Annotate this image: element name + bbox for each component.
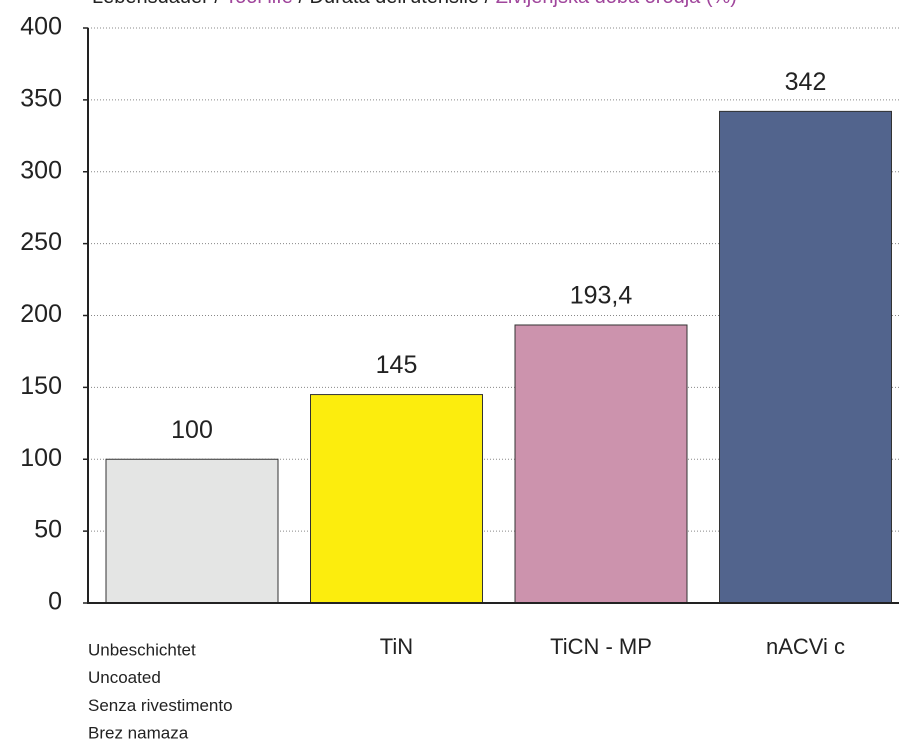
title-part: Življenjska doba orodja (%) <box>496 0 737 8</box>
y-tick-label: 0 <box>48 588 62 616</box>
title-part: / Durata dell'utensile / <box>293 0 496 8</box>
y-tick-label: 50 <box>34 516 62 544</box>
bar <box>514 324 688 604</box>
value-label: 193,4 <box>570 282 633 310</box>
y-tick-label: 350 <box>20 84 62 112</box>
y-tick-label: 300 <box>20 156 62 184</box>
bar <box>105 458 279 604</box>
x-tick-label: Unbeschichtet <box>88 640 196 659</box>
title-part: Lebensdauer / <box>92 0 225 8</box>
x-tick-label: Uncoated <box>88 668 161 687</box>
value-label: 100 <box>171 416 213 444</box>
y-tick-label: 150 <box>20 372 62 400</box>
x-tick-label: Brez namaza <box>88 724 189 743</box>
x-tick-label: TiCN - MP <box>550 634 652 659</box>
value-label: 342 <box>785 68 827 96</box>
chart-title: Lebensdauer / Tool life / Durata dell'ut… <box>92 0 737 8</box>
value-label: 145 <box>376 351 418 379</box>
x-tick-label: Senza rivestimento <box>88 696 233 715</box>
y-tick-label: 100 <box>20 444 62 472</box>
bar <box>310 394 483 604</box>
x-tick-label: nACVi c <box>766 634 845 659</box>
y-tick-label: 200 <box>20 300 62 328</box>
bar <box>719 110 892 604</box>
y-tick-label: 400 <box>20 13 62 41</box>
x-tick-label: TiN <box>380 634 413 659</box>
title-part: Tool life <box>225 0 293 8</box>
y-tick-label: 250 <box>20 228 62 256</box>
